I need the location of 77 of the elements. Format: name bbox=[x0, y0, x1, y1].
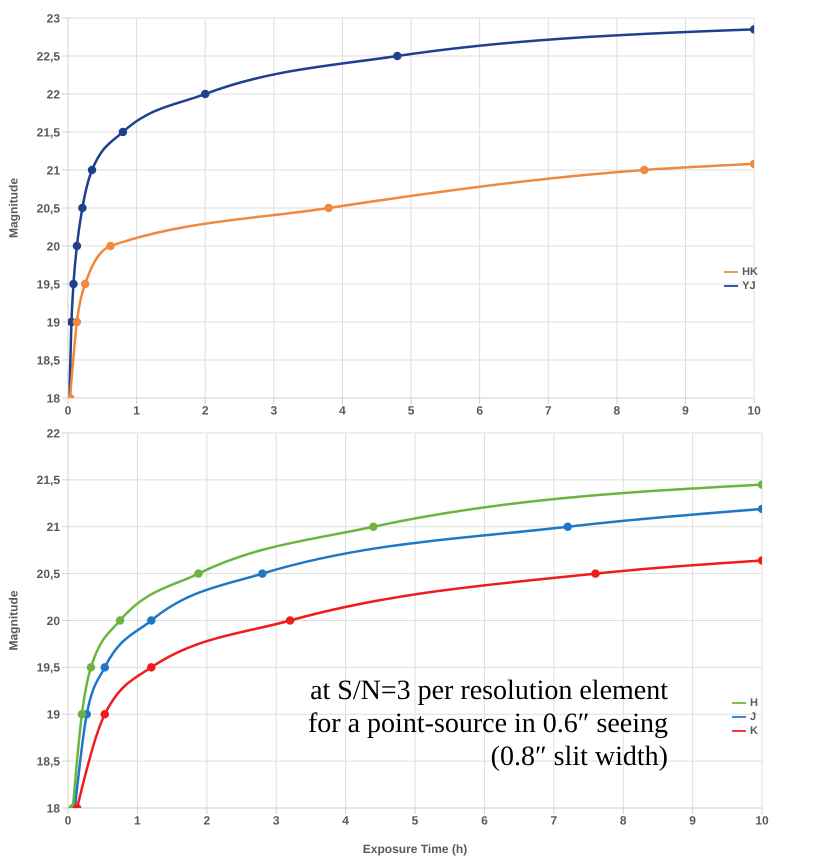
x-tick-label: 3 bbox=[270, 404, 278, 418]
annotation: for a point-source in 0.6″ seeing bbox=[308, 707, 668, 740]
x-tick-label: 8 bbox=[614, 404, 621, 418]
point bbox=[72, 318, 82, 326]
x-tick-label: 1 bbox=[133, 404, 140, 418]
x-tick-label: 5 bbox=[412, 814, 419, 828]
x-tick-label: 7 bbox=[544, 404, 552, 418]
x-tick-label: 0 bbox=[64, 404, 72, 418]
x-tick-label: 10 bbox=[747, 404, 762, 418]
annotation: at S/N=3 per resolution element bbox=[309, 674, 668, 707]
point bbox=[116, 616, 124, 625]
y-tick-label: 22 bbox=[46, 87, 60, 102]
y-axis-title: Magnitude bbox=[6, 178, 20, 238]
y-tick-label: 20 bbox=[46, 239, 60, 254]
point bbox=[80, 280, 90, 288]
y-tick-label: 19,5 bbox=[36, 277, 60, 292]
x-tick-label: 4 bbox=[339, 404, 346, 418]
x-tick-label: 10 bbox=[755, 814, 770, 828]
x-tick-label: 2 bbox=[202, 404, 209, 418]
point bbox=[72, 242, 82, 250]
y-tick-label: 18,5 bbox=[36, 754, 60, 768]
x-tick-label: 6 bbox=[476, 404, 484, 418]
y-tick-label: 20 bbox=[46, 614, 60, 628]
x-tick-label: 2 bbox=[203, 814, 210, 828]
y-tick-label: 18 bbox=[46, 801, 60, 816]
y-tick-label: 18,5 bbox=[36, 353, 60, 368]
point bbox=[118, 128, 128, 136]
point bbox=[147, 616, 156, 625]
point bbox=[69, 280, 78, 288]
y-axis-title: Magnitude bbox=[6, 590, 20, 650]
point bbox=[100, 663, 110, 672]
point bbox=[393, 52, 402, 60]
y-tick-label: 23 bbox=[46, 11, 60, 26]
point bbox=[194, 569, 203, 578]
point bbox=[258, 569, 267, 578]
x-tick-label: 9 bbox=[682, 404, 690, 418]
y-tick-label: 19,5 bbox=[36, 660, 60, 675]
y-tick-label: 21 bbox=[46, 163, 60, 178]
x-tick-label: 8 bbox=[620, 814, 627, 828]
point bbox=[78, 204, 87, 212]
point bbox=[369, 522, 378, 531]
y-tick-label: 18 bbox=[46, 391, 60, 406]
y-tick-label: 20,5 bbox=[36, 566, 60, 581]
y-tick-label: 19 bbox=[46, 708, 60, 722]
legend-label: H bbox=[750, 696, 758, 709]
legend-label: K bbox=[750, 724, 758, 737]
point bbox=[591, 569, 600, 578]
y-tick-label: 20,5 bbox=[36, 201, 60, 216]
point bbox=[286, 616, 294, 625]
x-tick-label: 4 bbox=[342, 814, 350, 828]
y-tick-label: 21,5 bbox=[36, 125, 60, 140]
x-tick-label: 7 bbox=[550, 814, 558, 828]
point bbox=[86, 663, 96, 672]
point bbox=[200, 90, 210, 98]
point bbox=[100, 710, 110, 718]
x-tick-label: 1 bbox=[134, 814, 142, 828]
x-axis-title: Exposure Time (h) bbox=[362, 842, 468, 856]
y-tick-label: 22 bbox=[46, 426, 60, 440]
point bbox=[88, 166, 96, 174]
point bbox=[324, 204, 333, 212]
point bbox=[147, 663, 156, 672]
legend-label: J bbox=[750, 710, 756, 723]
x-tick-label: 0 bbox=[64, 814, 72, 828]
legend-label: HK bbox=[742, 266, 758, 278]
y-tick-label: 22,5 bbox=[36, 49, 60, 64]
legend-label: YJ bbox=[742, 280, 756, 292]
x-tick-label: 3 bbox=[272, 814, 280, 828]
point bbox=[563, 522, 572, 531]
y-tick-label: 19 bbox=[46, 315, 60, 330]
x-tick-label: 5 bbox=[408, 404, 415, 418]
x-tick-label: 6 bbox=[481, 814, 488, 828]
point bbox=[106, 242, 115, 250]
x-tick-label: 9 bbox=[689, 814, 696, 828]
point bbox=[78, 710, 86, 718]
annotation: (0.8″ slit width) bbox=[490, 740, 668, 773]
y-tick-label: 21 bbox=[46, 520, 60, 534]
y-tick-label: 21,5 bbox=[36, 473, 60, 488]
